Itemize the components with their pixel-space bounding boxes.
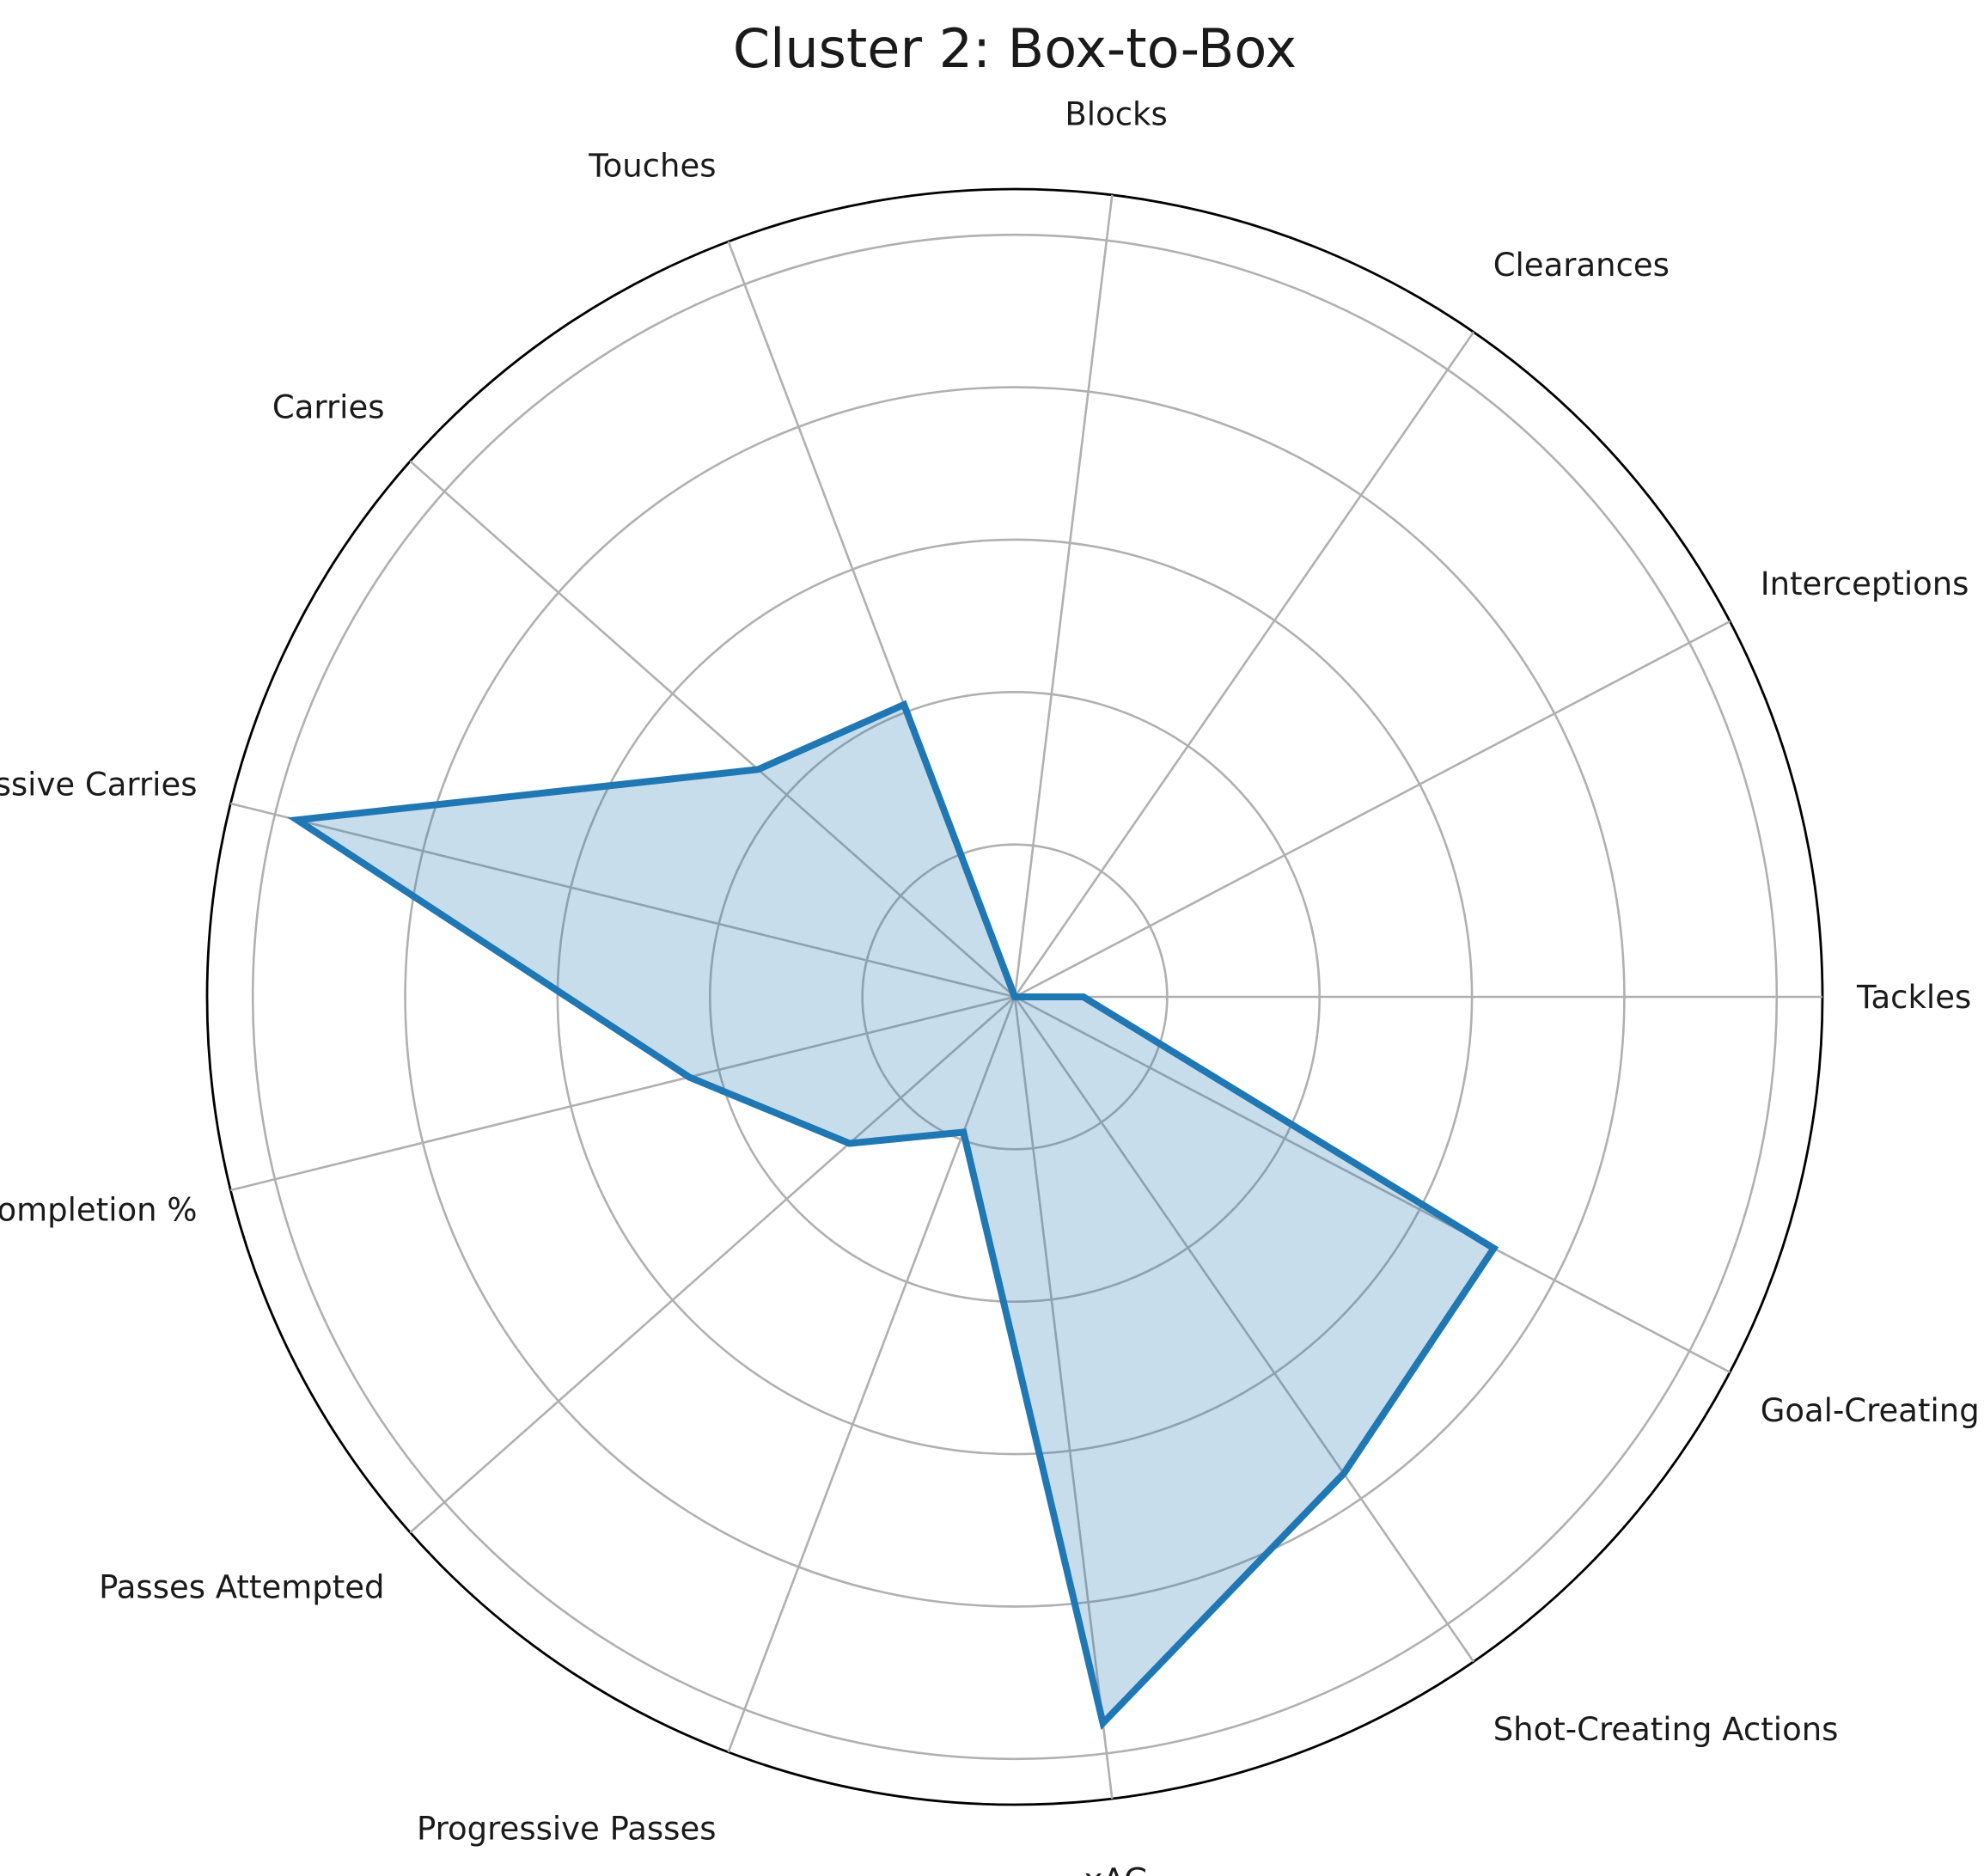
- category-label-12: Shot-Creating Actions: [1493, 1711, 1839, 1748]
- category-label-13: Goal-Creating Actions: [1761, 1392, 1984, 1429]
- spoke-4: [1013, 194, 1114, 998]
- spoke-3: [1013, 331, 1475, 998]
- category-label-8: Pass Completion %: [0, 1192, 198, 1229]
- series-outline: [287, 700, 1499, 1731]
- spoke-9: [409, 996, 1016, 1534]
- category-label-9: Passes Attempted: [99, 1568, 384, 1605]
- series-line: [287, 700, 1499, 1731]
- category-label-4: Blocks: [1065, 96, 1167, 133]
- spoke-12: [1013, 996, 1475, 1663]
- spoke-7: [230, 802, 1016, 999]
- spoke-13: [1014, 995, 1731, 1373]
- category-label-2: Interceptions: [1761, 565, 1969, 602]
- series-fill: [296, 705, 1494, 1724]
- series-area: [296, 705, 1494, 1724]
- spoke-8: [230, 995, 1016, 1192]
- category-label-5: Touches: [588, 147, 716, 184]
- spoke-10: [727, 996, 1016, 1753]
- category-label-10: Progressive Passes: [417, 1811, 717, 1848]
- spoke-6: [409, 460, 1016, 998]
- category-labels: Tackles Interceptions Clearances Blocks Touc…: [0, 96, 1984, 1876]
- category-label-11: xAG: [1084, 1862, 1148, 1876]
- category-label-7: Progressive Carries: [0, 766, 198, 803]
- category-label-1: Tackles: [1856, 979, 1971, 1016]
- category-label-6: Carries: [272, 389, 385, 426]
- spoke-11: [1013, 996, 1114, 1800]
- spoke-2: [1014, 620, 1731, 999]
- category-label-3: Clearances: [1493, 247, 1670, 284]
- angular-grid: [230, 194, 1822, 1800]
- chart-title: Cluster 2: Box-to-Box: [733, 17, 1297, 80]
